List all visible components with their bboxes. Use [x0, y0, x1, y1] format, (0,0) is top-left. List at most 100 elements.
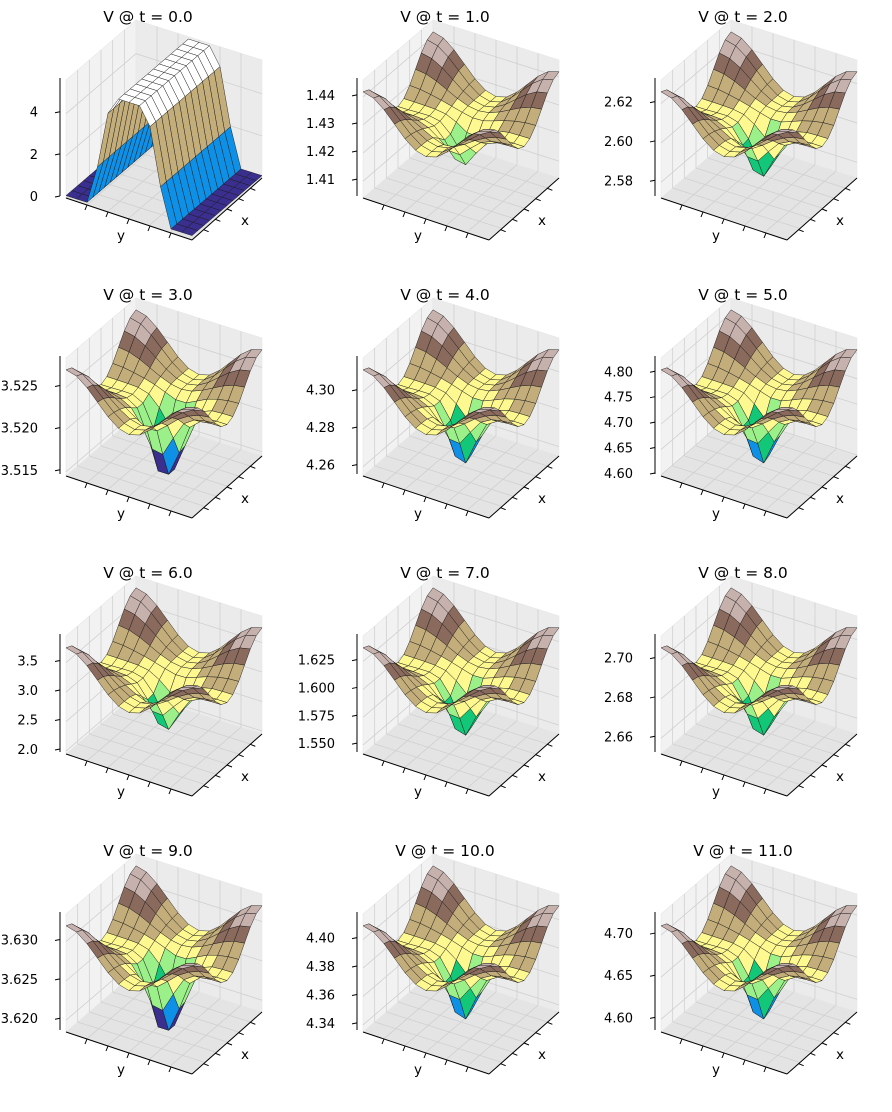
- y-tick: [84, 482, 88, 489]
- subplot-t11: V @ t = 11.0 4.60 4.65 4.70 y x: [595, 834, 892, 1112]
- surface-mesh: [362, 31, 560, 165]
- y-axis-label: y: [414, 228, 422, 244]
- x-tick: [547, 743, 553, 747]
- z-tick: [649, 696, 656, 699]
- subplot-t0: V @ t = 0.0 0 2 4 y x: [0, 0, 297, 278]
- y-tick: [742, 225, 746, 232]
- x-tick: [810, 774, 816, 778]
- z-tick: [649, 370, 656, 373]
- subplot-t5: V @ t = 5.0 4.60 4.65 4.70 4.75 4.80 y x: [595, 278, 892, 556]
- y-tick: [465, 1066, 469, 1073]
- axes: [59, 912, 263, 1075]
- z-tick-label: 1.625: [298, 654, 335, 669]
- z-tick-label: 4.36: [306, 988, 335, 1003]
- z-tick-label: 1.41: [306, 173, 335, 188]
- z-tick: [351, 426, 358, 429]
- x-axis-label: x: [538, 213, 546, 229]
- y-axis-label: y: [414, 784, 422, 800]
- x-tick: [512, 774, 518, 778]
- z-tick: [54, 1017, 61, 1020]
- y-tick: [465, 232, 469, 239]
- subplot-t9: V @ t = 9.0 3.620 3.625 3.630 y x: [0, 834, 297, 1112]
- y-tick: [147, 1059, 151, 1066]
- z-tick: [649, 1016, 656, 1019]
- z-tick: [351, 659, 358, 662]
- surface-plot: V @ t = 3.0 3.515 3.520 3.525 y x: [1, 286, 263, 522]
- x-tick: [523, 208, 530, 212]
- surface-cell: [776, 963, 794, 967]
- x-tick: [821, 486, 828, 490]
- y-axis-label: y: [712, 1062, 720, 1078]
- y-tick: [402, 767, 406, 774]
- subplot-t6: V @ t = 6.0 2.0 2.5 3.0 3.5 y x: [0, 556, 297, 834]
- surface-mesh: [660, 31, 858, 177]
- z-tick: [351, 993, 358, 996]
- z-tick: [649, 932, 656, 935]
- x-tick: [798, 785, 804, 789]
- z-tick: [649, 140, 656, 143]
- y-tick: [763, 1066, 767, 1073]
- y-tick: [679, 1038, 683, 1045]
- z-tick-label: 4.80: [604, 365, 633, 380]
- z-tick-label: 4.70: [604, 927, 633, 942]
- z-tick-label: 4.28: [306, 421, 335, 436]
- z-tick: [54, 719, 61, 722]
- surface-plot: V @ t = 5.0 4.60 4.65 4.70 4.75 4.80 y x: [604, 286, 858, 522]
- plot-title: V @ t = 3.0: [103, 286, 193, 304]
- y-tick: [423, 774, 427, 781]
- y-tick: [126, 496, 130, 503]
- z-tick: [649, 101, 656, 104]
- x-tick: [215, 774, 221, 778]
- x-tick: [523, 486, 530, 490]
- x-tick: [833, 754, 839, 758]
- z-tick-label: 4.60: [604, 1011, 633, 1026]
- y-tick: [763, 788, 767, 795]
- x-tick: [203, 507, 209, 511]
- x-tick: [845, 1021, 851, 1025]
- y-tick: [679, 760, 683, 767]
- x-tick: [500, 229, 506, 233]
- x-tick: [535, 198, 541, 202]
- x-tick: [226, 208, 233, 212]
- x-tick: [250, 187, 256, 191]
- z-tick: [649, 179, 656, 182]
- z-tick: [351, 714, 358, 717]
- surface-plot: V @ t = 11.0 4.60 4.65 4.70 y x: [604, 842, 858, 1078]
- subplot-t7: V @ t = 7.0 1.550 1.575 1.600 1.625 y x: [297, 556, 594, 834]
- y-tick: [147, 781, 151, 788]
- x-tick: [833, 1032, 839, 1036]
- z-tick-label: 4.30: [306, 384, 335, 399]
- x-tick: [535, 1032, 541, 1036]
- plot-title: V @ t = 10.0: [395, 842, 494, 860]
- x-tick: [226, 486, 233, 490]
- x-axis-label: x: [836, 769, 844, 785]
- subplot-t3: V @ t = 3.0 3.515 3.520 3.525 y x: [0, 278, 297, 556]
- surface-cell: [776, 129, 794, 133]
- plot-title: V @ t = 2.0: [698, 8, 788, 26]
- y-tick: [700, 1045, 704, 1052]
- x-tick: [215, 496, 221, 500]
- z-tick-label: 1.575: [298, 709, 335, 724]
- y-tick: [105, 1045, 109, 1052]
- axes: [654, 912, 858, 1075]
- surface-mesh: [660, 865, 858, 1020]
- y-axis-label: y: [712, 228, 720, 244]
- x-tick: [512, 218, 518, 222]
- z-tick: [54, 111, 61, 114]
- surface-mesh: [65, 587, 263, 730]
- z-tick: [54, 978, 61, 981]
- z-tick: [649, 735, 656, 738]
- surface-mesh: [65, 309, 263, 475]
- z-tick: [351, 122, 358, 125]
- x-tick: [203, 1063, 209, 1067]
- axes: [654, 78, 858, 241]
- y-tick: [381, 760, 385, 767]
- z-tick: [649, 421, 656, 424]
- x-tick: [523, 764, 530, 768]
- x-tick: [810, 1052, 816, 1056]
- x-tick: [203, 785, 209, 789]
- y-tick: [700, 489, 704, 496]
- x-tick: [512, 1052, 518, 1056]
- plot-title: V @ t = 9.0: [103, 842, 193, 860]
- x-tick: [203, 229, 209, 233]
